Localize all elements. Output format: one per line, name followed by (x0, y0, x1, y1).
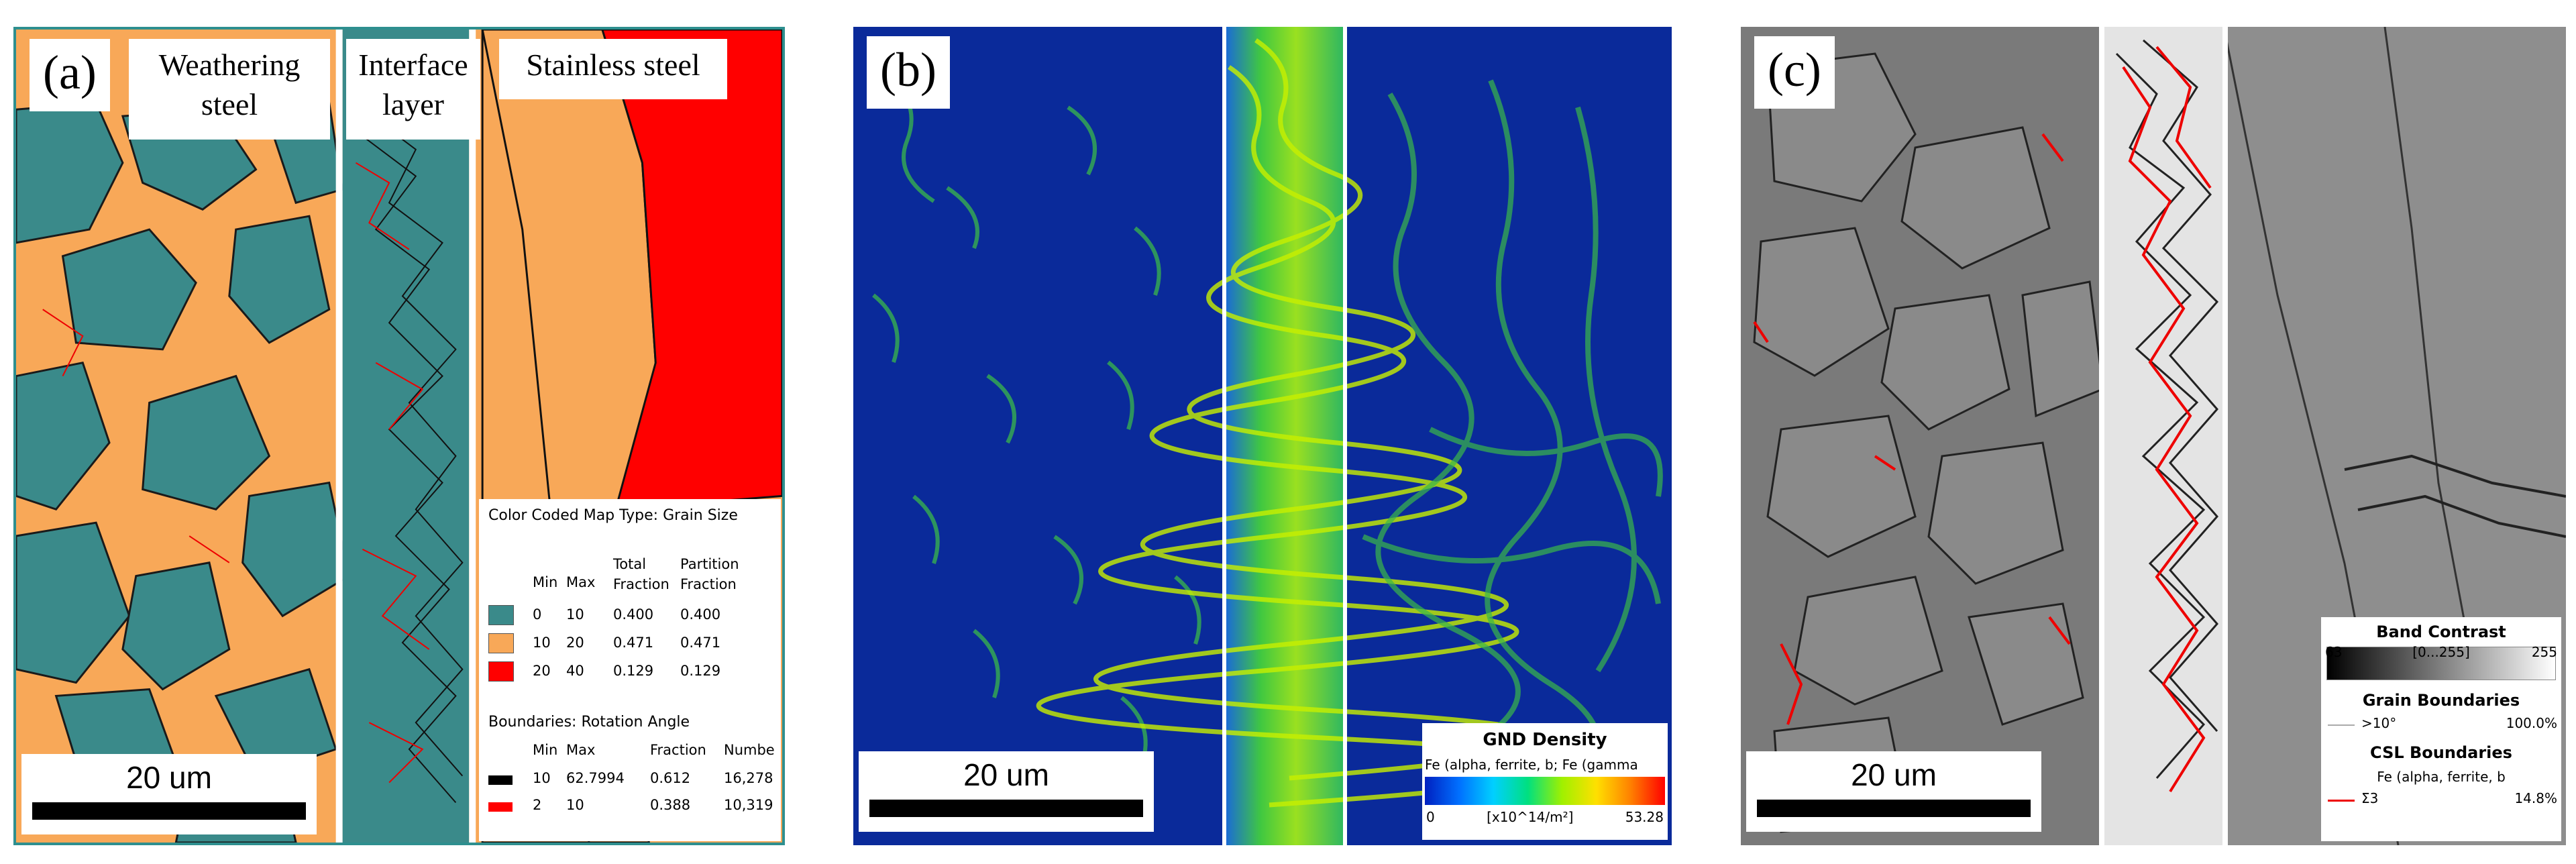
legend-row: 0 10 0.400 0.400 (488, 605, 777, 629)
legend-head-max: Max (566, 574, 596, 590)
legend-row: 10 20 0.471 0.471 (488, 633, 777, 657)
legend-cell: 62.7994 (566, 770, 625, 786)
grain-boundary-line (2328, 724, 2355, 726)
band-max: 255 (2531, 644, 2557, 660)
scale-label: 20 um (126, 760, 212, 795)
legend-cell: 0.400 (613, 606, 654, 623)
boundary-swatch-red (488, 802, 513, 812)
gnd-density-legend: GND Density Fe (alpha, ferrite, b; Fe (g… (1422, 723, 1668, 840)
legend-cell: 10 (566, 797, 584, 813)
boundary-swatch-black (488, 775, 513, 785)
band-contrast-map-image (1741, 27, 2566, 845)
grain-boundary-pct: 100.0% (2506, 715, 2557, 731)
csl-phase: Fe (alpha, ferrite, b (2377, 769, 2506, 785)
gnd-density-map-image (853, 27, 1672, 845)
boundaries-title: Boundaries: Rotation Angle (488, 714, 690, 731)
scale-bar-line (1757, 800, 2031, 817)
scale-bar-b: 20 um (859, 751, 1154, 832)
legend-head-min: Min (533, 574, 558, 590)
legend-cell: 0.129 (680, 663, 721, 679)
legend-cell: 0.129 (613, 663, 654, 679)
band-min: 63 (2325, 644, 2343, 660)
grain-size-swatch-orange (488, 633, 514, 653)
scale-bar-line (869, 800, 1143, 817)
legend-cell: 0.471 (680, 635, 721, 651)
gnd-legend-title: GND Density (1483, 730, 1607, 750)
scale-label: 20 um (963, 757, 1049, 792)
legend-row: 20 40 0.129 0.129 (488, 661, 777, 686)
panel-a-grain-size-map: (a) Weathering steel Interface layer Sta… (13, 27, 785, 845)
band-contrast-title: Band Contrast (2376, 623, 2506, 641)
gnd-unit: [x10^14/m²] (1487, 809, 1574, 825)
legend-cell: 10,319 (724, 797, 773, 813)
region-label-interface-layer: Interface layer (346, 39, 480, 140)
gnd-colorbar (1425, 777, 1665, 805)
gnd-min: 0 (1426, 809, 1435, 825)
legend-cell: 0 (533, 606, 542, 623)
panel-a-label: (a) (30, 39, 110, 111)
legend-cell: 0.400 (680, 606, 721, 623)
grain-boundary-row: >10° (2361, 715, 2397, 731)
grain-size-swatch-teal (488, 605, 514, 625)
legend-cell: 0.612 (650, 770, 691, 786)
legend-cell: 2 (533, 797, 542, 813)
scale-bar-c: 20 um (1746, 751, 2041, 832)
legend-cell: 10 (533, 770, 551, 786)
legend-cell: 16,278 (724, 770, 773, 786)
gnd-max: 53.28 (1625, 809, 1664, 825)
gnd-colorbar-ticks: 0 [x10^14/m²] 53.28 (1426, 809, 1664, 825)
region-label-stainless-steel: Stainless steel (499, 39, 727, 99)
scale-bar-a: 20 um (21, 754, 317, 834)
panel-c-band-contrast-map: (c) 20 um Band Contrast 63 [0...255] 255… (1741, 27, 2566, 845)
band-contrast-legend: Band Contrast 63 [0...255] 255 Grain Bou… (2321, 617, 2561, 841)
boundary-row: 10 62.7994 0.612 16,278 (488, 769, 777, 790)
legend-cell: 10 (566, 606, 584, 623)
legend-cell: 0.471 (613, 635, 654, 651)
scale-bar-line (32, 802, 306, 820)
gnd-legend-phase: Fe (alpha, ferrite, b; Fe (gamma (1425, 757, 1638, 773)
region-label-weathering-steel: Weathering steel (129, 39, 330, 140)
boundary-head-max: Max (566, 742, 596, 758)
boundary-row: 2 10 0.388 10,319 (488, 796, 777, 817)
legend-cell: 20 (533, 663, 551, 679)
boundary-head-min: Min (533, 742, 558, 758)
csl-boundary-row: Σ3 (2361, 790, 2379, 806)
panel-c-label: (c) (1754, 36, 1835, 109)
legend-cell: 40 (566, 663, 584, 679)
csl-boundaries-title: CSL Boundaries (2370, 743, 2512, 762)
legend-title: Color Coded Map Type: Grain Size (488, 507, 738, 524)
panel-b-label: (b) (867, 36, 950, 109)
legend-head-total: Total Fraction (613, 556, 669, 592)
scale-label: 20 um (1851, 757, 1937, 792)
band-range: [0...255] (2412, 644, 2470, 660)
grain-size-legend: Color Coded Map Type: Grain Size Min Max… (479, 499, 781, 841)
grain-size-swatch-red (488, 661, 514, 682)
grain-boundaries-title: Grain Boundaries (2362, 691, 2520, 710)
csl-boundary-line (2328, 800, 2355, 802)
legend-head-partition: Partition Fraction (680, 556, 739, 592)
boundary-head-fraction: Fraction (650, 742, 706, 758)
legend-cell: 20 (566, 635, 584, 651)
legend-cell: 0.388 (650, 797, 691, 813)
legend-cell: 10 (533, 635, 551, 651)
grain-size-map-image (16, 30, 782, 843)
csl-boundary-pct: 14.8% (2514, 790, 2557, 806)
band-contrast-gradient (2326, 647, 2556, 680)
panel-b-gnd-density-map: (b) 20 um GND Density Fe (alpha, ferrite… (853, 27, 1672, 845)
boundary-head-number: Numbe (724, 742, 775, 758)
